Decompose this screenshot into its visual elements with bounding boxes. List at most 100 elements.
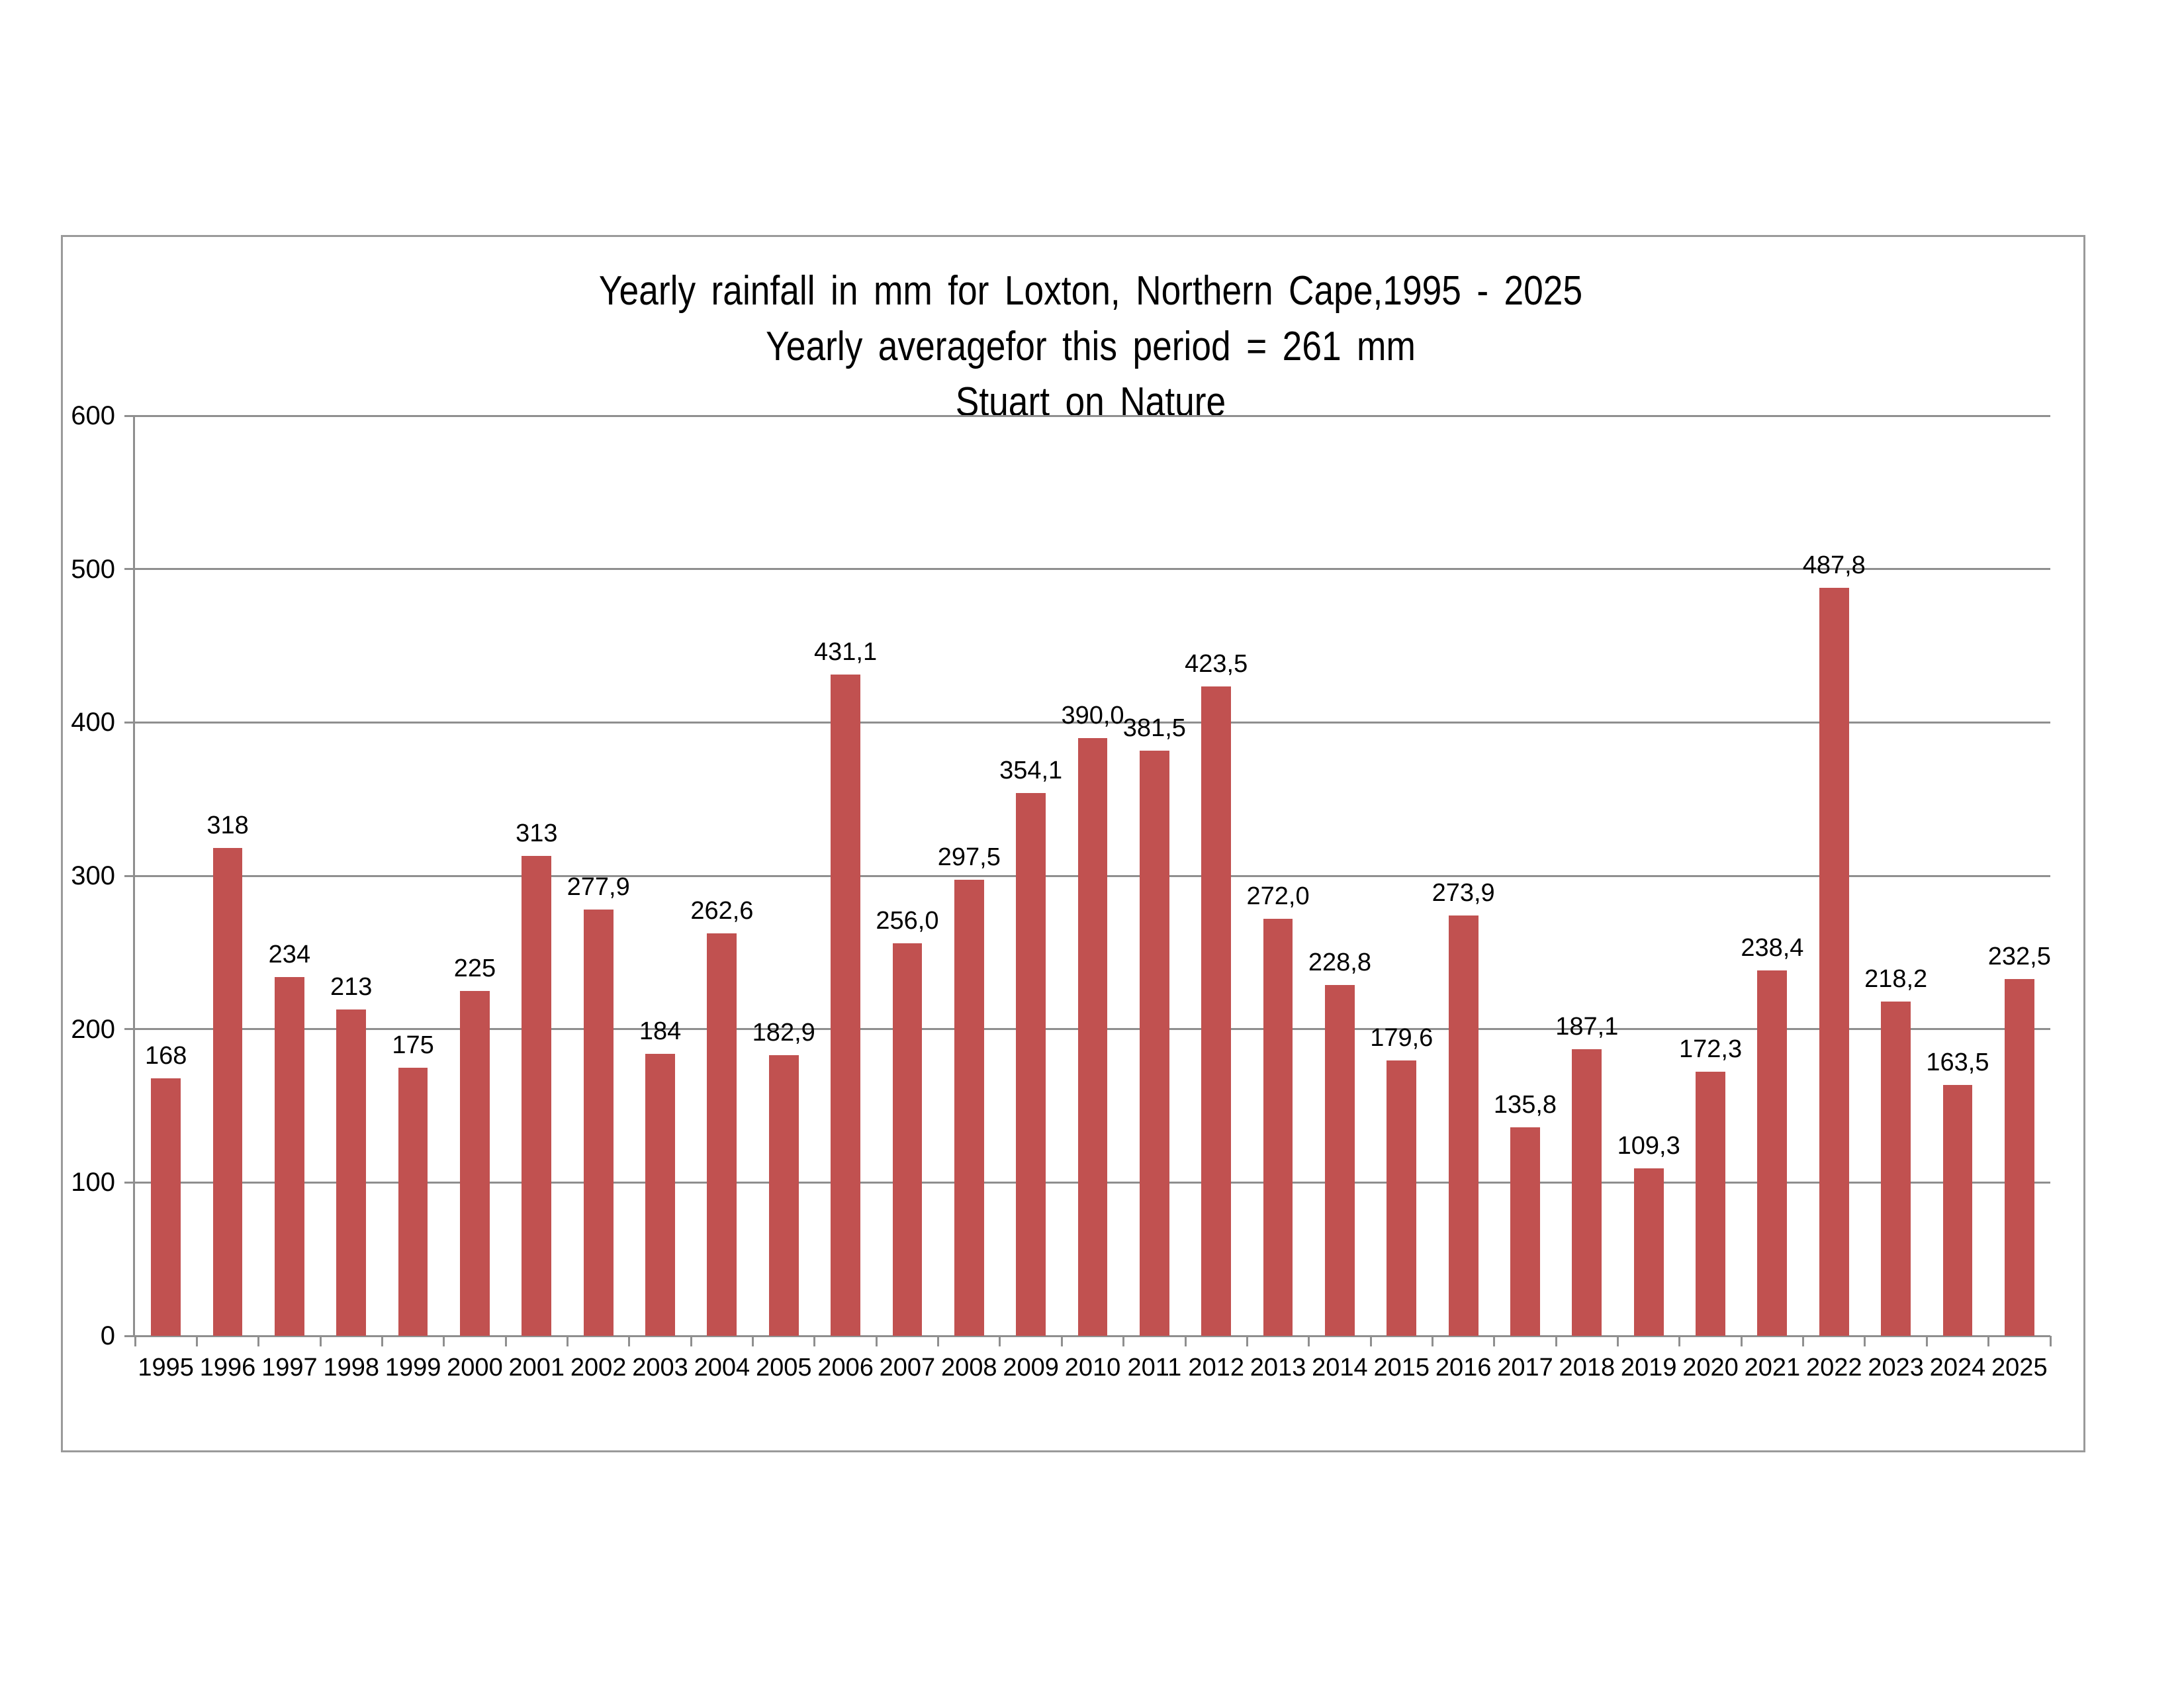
bar-1996	[212, 848, 243, 1336]
bar-2007	[892, 943, 923, 1336]
x-axis-label-2018: 2018	[1559, 1354, 1615, 1382]
bar-2012	[1201, 686, 1232, 1336]
gridline-400	[124, 721, 2050, 724]
bar-1999	[398, 1067, 428, 1336]
x-axis-label-2015: 2015	[1373, 1354, 1430, 1382]
x-axis-tick-18	[1246, 1336, 1248, 1346]
bar-value-label-2019: 109,3	[1617, 1131, 1680, 1160]
bar-2000	[460, 990, 490, 1336]
x-axis-label-2010: 2010	[1064, 1354, 1121, 1382]
x-axis-tick-27	[1802, 1336, 1805, 1346]
x-axis-tick-10	[752, 1336, 754, 1346]
x-axis-label-2020: 2020	[1682, 1354, 1739, 1382]
x-axis-tick-1	[195, 1336, 198, 1346]
x-axis-label-2012: 2012	[1188, 1354, 1244, 1382]
x-axis-tick-21	[1431, 1336, 1433, 1346]
gridline-500	[124, 568, 2050, 571]
x-axis-label-1997: 1997	[261, 1354, 318, 1382]
bar-2016	[1448, 915, 1479, 1336]
x-axis-tick-7	[566, 1336, 569, 1346]
bar-2023	[1881, 1001, 1911, 1336]
bar-value-label-2024: 163,5	[1926, 1049, 1989, 1077]
x-axis-tick-9	[690, 1336, 692, 1346]
bar-2011	[1139, 751, 1169, 1336]
chart-frame: Yearly rainfall in mm for Loxton, Northe…	[61, 235, 2085, 1452]
y-axis-label-0: 0	[100, 1321, 115, 1350]
bar-2010	[1077, 737, 1108, 1336]
x-axis-tick-23	[1555, 1336, 1557, 1346]
bar-value-label-2010: 390,0	[1061, 701, 1124, 729]
bar-value-label-2015: 179,6	[1370, 1023, 1433, 1052]
bar-value-label-2003: 184	[639, 1017, 682, 1045]
x-axis-label-2004: 2004	[694, 1354, 751, 1382]
bar-2021	[1757, 970, 1788, 1336]
x-axis-label-1998: 1998	[323, 1354, 380, 1382]
bar-value-label-2022: 487,8	[1802, 551, 1866, 579]
y-axis-label-600: 600	[71, 401, 115, 430]
x-axis-label-2009: 2009	[1003, 1354, 1059, 1382]
bar-2025	[2004, 979, 2034, 1336]
bar-2022	[1819, 587, 1849, 1336]
x-axis-tick-29	[1925, 1336, 1928, 1346]
x-axis-tick-14	[999, 1336, 1001, 1346]
x-axis-label-2011: 2011	[1127, 1354, 1182, 1382]
x-axis-tick-22	[1493, 1336, 1496, 1346]
bar-value-label-2000: 225	[453, 954, 496, 982]
x-axis-label-2007: 2007	[879, 1354, 936, 1382]
x-axis-tick-31	[2049, 1336, 2052, 1346]
bar-value-label-2006: 431,1	[814, 638, 878, 667]
bar-value-label-1995: 168	[144, 1041, 187, 1070]
x-axis-tick-11	[813, 1336, 816, 1346]
x-axis-tick-30	[1987, 1336, 1990, 1346]
x-axis-tick-8	[628, 1336, 631, 1346]
x-axis-label-2008: 2008	[941, 1354, 997, 1382]
x-axis-label-2001: 2001	[508, 1354, 565, 1382]
bar-value-label-2005: 182,9	[752, 1019, 815, 1047]
x-axis-tick-0	[134, 1336, 136, 1346]
x-axis-tick-2	[257, 1336, 260, 1346]
x-axis-label-2014: 2014	[1312, 1354, 1368, 1382]
bar-value-label-2013: 272,0	[1246, 882, 1310, 910]
bar-2009	[1016, 792, 1046, 1336]
x-axis-label-1999: 1999	[385, 1354, 441, 1382]
bar-2018	[1572, 1049, 1602, 1336]
bar-value-label-1997: 234	[268, 940, 311, 968]
x-axis-label-2024: 2024	[1929, 1354, 1986, 1382]
x-axis-label-2013: 2013	[1250, 1354, 1306, 1382]
y-axis-label-500: 500	[71, 554, 115, 584]
gridline-0	[124, 1335, 2050, 1337]
bar-value-label-1996: 318	[206, 812, 249, 840]
bar-value-label-2018: 187,1	[1555, 1012, 1619, 1041]
x-axis-tick-24	[1617, 1336, 1619, 1346]
x-axis-label-2000: 2000	[447, 1354, 503, 1382]
bar-2008	[954, 879, 984, 1336]
x-axis-tick-17	[1184, 1336, 1187, 1346]
bar-value-label-2021: 238,4	[1741, 933, 1804, 962]
x-axis-tick-28	[1864, 1336, 1866, 1346]
bar-2024	[1942, 1085, 1973, 1336]
x-axis-label-2025: 2025	[1991, 1354, 2048, 1382]
y-axis-label-400: 400	[71, 708, 115, 737]
x-axis-label-2019: 2019	[1620, 1354, 1677, 1382]
x-axis-label-2016: 2016	[1435, 1354, 1492, 1382]
bar-value-label-2007: 256,0	[876, 906, 939, 935]
x-axis-label-1996: 1996	[199, 1354, 256, 1382]
bar-2020	[1696, 1071, 1725, 1336]
chart-title-line2: Yearly averagefor this period = 261 mm	[766, 324, 1416, 369]
x-axis-label-2017: 2017	[1497, 1354, 1553, 1382]
x-axis-label-2006: 2006	[817, 1354, 874, 1382]
y-axis-label-100: 100	[71, 1168, 115, 1197]
x-axis-label-2021: 2021	[1744, 1354, 1801, 1382]
x-axis-label-2002: 2002	[570, 1354, 627, 1382]
x-axis-label-2003: 2003	[632, 1354, 688, 1382]
bar-1998	[336, 1009, 367, 1336]
y-axis-label-200: 200	[71, 1014, 115, 1044]
x-axis-label-1995: 1995	[138, 1354, 194, 1382]
x-axis-label-2023: 2023	[1868, 1354, 1924, 1382]
x-axis-tick-15	[1060, 1336, 1063, 1346]
x-axis-label-2022: 2022	[1805, 1354, 1862, 1382]
bar-value-label-2011: 381,5	[1122, 714, 1186, 743]
x-axis-tick-3	[319, 1336, 322, 1346]
bar-value-label-1999: 175	[392, 1031, 434, 1059]
